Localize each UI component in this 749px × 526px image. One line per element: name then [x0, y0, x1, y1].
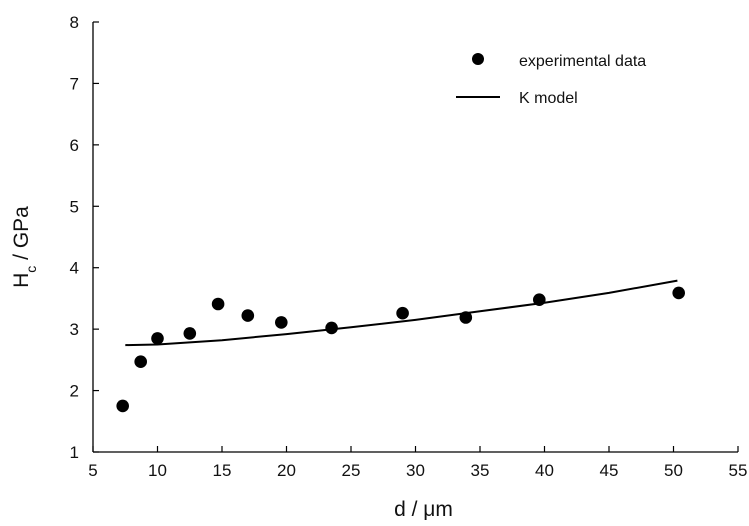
y-axis-title-main: H — [10, 273, 33, 288]
y-axis-title-rest: / GPa — [10, 206, 33, 266]
data-point — [183, 327, 197, 340]
data-point — [459, 311, 473, 324]
k-model-line — [125, 279, 678, 347]
x-tick-label: 30 — [406, 461, 425, 480]
x-tick-label: 35 — [471, 461, 490, 480]
legend-marker-experimental-data — [472, 53, 484, 65]
legend-label-experimental-data: experimental data — [519, 53, 646, 70]
x-tick-label: 45 — [600, 461, 619, 480]
x-tick-label: 50 — [664, 461, 683, 480]
data-point — [275, 316, 288, 329]
y-tick-label: 2 — [70, 382, 79, 401]
data-point — [241, 309, 255, 322]
x-tick-label: 25 — [342, 461, 361, 480]
x-tick-label: 20 — [277, 461, 296, 480]
data-point — [396, 306, 409, 320]
x-tick-label: 55 — [729, 461, 748, 480]
y-tick-label: 1 — [70, 443, 79, 462]
x-tick-label: 5 — [88, 461, 97, 480]
y-tick-label: 8 — [70, 13, 79, 32]
series-layer — [116, 279, 685, 413]
data-point — [151, 332, 164, 345]
data-point — [134, 355, 147, 369]
data-point — [325, 321, 338, 335]
y-tick-label: 7 — [70, 74, 79, 93]
y-axis-ticks: 1 2 3 4 5 6 7 8 — [70, 13, 99, 462]
legend-label-k-model: K model — [519, 90, 578, 107]
y-tick-label: 5 — [70, 197, 79, 216]
data-point — [672, 286, 685, 300]
x-tick-label: 10 — [148, 461, 167, 480]
x-axis-title: d / μm — [394, 498, 453, 521]
plot-frame — [92, 22, 738, 453]
x-axis-ticks: 5 10 15 20 25 30 35 40 45 50 55 — [88, 446, 747, 480]
data-point — [533, 293, 546, 307]
legend: experimental data K model — [456, 53, 646, 107]
y-tick-label: 3 — [70, 320, 79, 339]
y-tick-label: 4 — [70, 259, 79, 278]
y-axis-title: Hc / GPa — [10, 206, 39, 288]
data-point — [211, 297, 225, 311]
y-axis-title-subscript: c — [23, 266, 39, 273]
data-point — [116, 399, 129, 413]
x-tick-label: 15 — [213, 461, 232, 480]
x-tick-label: 40 — [535, 461, 554, 480]
y-tick-label: 6 — [70, 136, 79, 155]
